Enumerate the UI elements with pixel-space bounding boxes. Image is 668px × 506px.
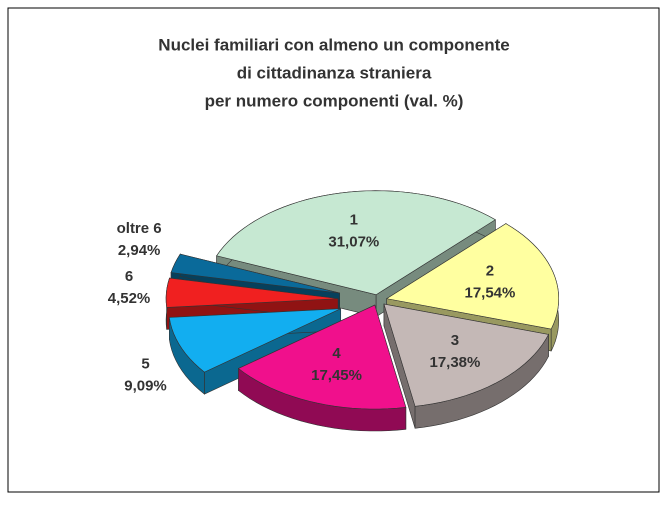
slice bbox=[165, 277, 339, 308]
slice bbox=[237, 304, 407, 410]
slice-label: 1 bbox=[350, 212, 358, 229]
slice-label: 6 bbox=[125, 268, 133, 285]
chart-title: di cittadinanza straniera bbox=[237, 63, 432, 82]
chart-title: per numero componenti (val. %) bbox=[205, 91, 464, 110]
slice-value-label: 31,07% bbox=[328, 234, 379, 251]
slice-value-label: 2,94% bbox=[118, 242, 161, 259]
slice-value-label: 17,54% bbox=[464, 284, 515, 301]
slice bbox=[170, 253, 340, 294]
slice-label: 3 bbox=[451, 332, 459, 349]
slice bbox=[385, 223, 560, 330]
slice-label: oltre 6 bbox=[117, 220, 162, 237]
slice bbox=[383, 303, 549, 407]
slice bbox=[168, 308, 341, 373]
slice-group bbox=[237, 304, 407, 432]
slice-group bbox=[383, 303, 549, 429]
slice-value-label: 4,52% bbox=[108, 290, 151, 307]
slice-value-label: 17,38% bbox=[429, 354, 480, 371]
slice bbox=[216, 190, 496, 296]
slice-label: 5 bbox=[141, 355, 149, 372]
slice-label: 4 bbox=[332, 345, 341, 362]
slice-value-label: 9,09% bbox=[124, 377, 167, 394]
chart-title: Nuclei familiari con almeno un component… bbox=[158, 35, 509, 54]
slice-label: 2 bbox=[486, 262, 494, 279]
slice-value-label: 17,45% bbox=[311, 367, 362, 384]
slice-group bbox=[168, 308, 342, 395]
